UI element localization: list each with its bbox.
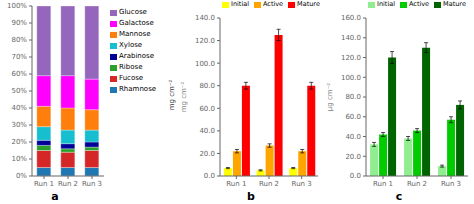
svg-text:Run 1: Run 1 — [34, 180, 54, 188]
svg-text:140.0: 140.0 — [195, 14, 215, 22]
html-text:Initial: Initial — [231, 0, 249, 8]
svg-text:90%: 90% — [11, 19, 27, 27]
html-text:Active: Active — [409, 0, 430, 8]
svg-text:80.0: 80.0 — [199, 82, 215, 90]
svg-text:mg cm⁻²: mg cm⁻² — [180, 81, 188, 112]
svg-text:60.0: 60.0 — [345, 113, 361, 121]
svg-text:40.0: 40.0 — [199, 127, 215, 135]
svg-text:40%: 40% — [11, 104, 27, 112]
html-text:Galactose: Galactose — [119, 19, 154, 27]
html-text:c: c — [395, 190, 403, 203]
svg-text:Run 2: Run 2 — [259, 180, 279, 188]
svg-text:100.0: 100.0 — [341, 74, 361, 82]
svg-text:Run 2: Run 2 — [407, 180, 427, 188]
html-text:Ribose: Ribose — [119, 63, 143, 71]
html-text:Fucose: Fucose — [119, 74, 144, 82]
svg-text:160.0: 160.0 — [341, 14, 361, 22]
svg-text:120.0: 120.0 — [195, 37, 215, 45]
svg-text:Run 1: Run 1 — [373, 180, 393, 188]
svg-text:Run 3: Run 3 — [82, 180, 102, 188]
svg-text:10%: 10% — [11, 155, 27, 163]
svg-text:Run 3: Run 3 — [292, 180, 312, 188]
svg-text:Run 1: Run 1 — [226, 180, 246, 188]
svg-text:60.0: 60.0 — [199, 105, 215, 113]
svg-text:20%: 20% — [11, 138, 27, 146]
svg-text:100%: 100% — [8, 2, 27, 10]
svg-text:80%: 80% — [11, 36, 27, 44]
svg-text:60%: 60% — [11, 70, 27, 78]
svg-text:120.0: 120.0 — [341, 54, 361, 62]
svg-text:140.0: 140.0 — [341, 34, 361, 42]
svg-text:40.0: 40.0 — [345, 133, 361, 141]
svg-text:100.0: 100.0 — [195, 60, 215, 68]
svg-text:Run 2: Run 2 — [58, 180, 78, 188]
svg-text:30%: 30% — [11, 121, 27, 129]
svg-text:Run 3: Run 3 — [441, 180, 461, 188]
html-text:a: a — [51, 190, 59, 203]
svg-text:20.0: 20.0 — [199, 150, 215, 158]
svg-text:mg cm⁻²: mg cm⁻² — [168, 79, 176, 110]
svg-text:50%: 50% — [11, 87, 27, 95]
svg-text:μg cm⁻²: μg cm⁻² — [326, 83, 334, 111]
svg-text:0%: 0% — [16, 172, 27, 180]
html-text:Arabinose: Arabinose — [119, 52, 154, 60]
svg-text:0.0: 0.0 — [204, 172, 215, 180]
svg-text:0.0: 0.0 — [350, 172, 361, 180]
svg-text:80.0: 80.0 — [345, 93, 361, 101]
html-text:Glucose: Glucose — [119, 8, 147, 16]
html-text:Active: Active — [263, 0, 284, 8]
html-text:b: b — [247, 190, 255, 203]
html-text:Mannose: Mannose — [119, 30, 151, 38]
html-text:Mature: Mature — [297, 0, 320, 8]
html-text:Rhamnose: Rhamnose — [119, 85, 157, 93]
svg-text:70%: 70% — [11, 53, 27, 61]
svg-text:20.0: 20.0 — [345, 153, 361, 161]
html-text:Initial: Initial — [377, 0, 395, 8]
html-text:Mature: Mature — [443, 0, 466, 8]
html-text:Xylose: Xylose — [119, 41, 143, 49]
